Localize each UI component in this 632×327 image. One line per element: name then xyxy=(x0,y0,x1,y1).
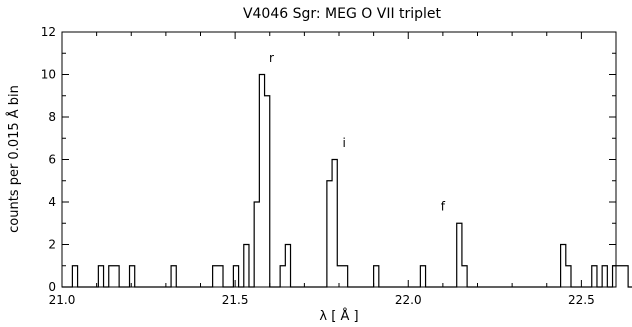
y-tick-label: 4 xyxy=(48,195,56,209)
y-axis: 0 2 4 6 8 10 12 xyxy=(41,25,616,294)
plot-area: 21.0 21.5 22.0 22.5 0 2 4 6 8 10 12 r i f xyxy=(41,25,632,307)
y-tick-label: 10 xyxy=(41,68,56,82)
y-tick-label: 2 xyxy=(48,238,56,252)
y-axis-label: counts per 0.015 Å bin xyxy=(6,85,22,233)
line-label: f xyxy=(441,200,446,214)
y-tick-label: 6 xyxy=(48,153,56,167)
y-tick-label: 8 xyxy=(48,110,56,124)
x-axis-label: λ [ Å ] xyxy=(319,308,358,324)
x-tick-label: 21.5 xyxy=(222,293,249,307)
chart-title: V4046 Sgr: MEG O VII triplet xyxy=(243,6,442,22)
line-annotations: r i f xyxy=(269,51,446,214)
line-label: i xyxy=(343,136,346,150)
histogram-series xyxy=(62,73,632,288)
x-tick-label: 22.0 xyxy=(395,293,422,307)
x-tick-label: 21.0 xyxy=(49,293,76,307)
x-tick-label: 22.5 xyxy=(568,293,595,307)
y-tick-label: 0 xyxy=(48,280,56,294)
plot-frame xyxy=(61,31,617,288)
y-tick-label: 12 xyxy=(41,25,56,39)
line-label: r xyxy=(269,51,274,65)
